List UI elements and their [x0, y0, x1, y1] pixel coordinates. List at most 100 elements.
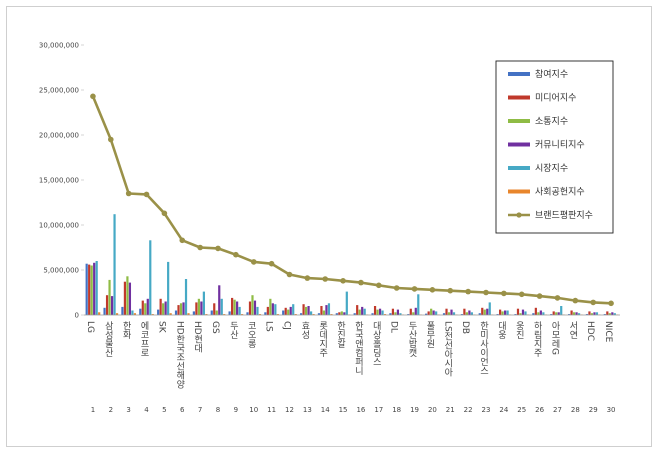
legend-label-4: 커뮤니티지수 — [535, 140, 585, 151]
rank-label: 11 — [267, 406, 276, 414]
bar-5-1 — [95, 261, 98, 315]
brand-index-point-30 — [608, 300, 614, 307]
bar-2-1 — [88, 264, 91, 315]
bar-3-13 — [304, 306, 308, 315]
bar-5-18 — [399, 313, 402, 315]
bar-1-28 — [567, 314, 571, 315]
bar-4-2 — [110, 296, 114, 315]
category-label: 하림지주 — [532, 321, 542, 358]
rank-label: 9 — [234, 406, 238, 414]
bar-1-5 — [157, 309, 160, 315]
bar-4-22 — [468, 310, 471, 315]
category-label: 대웅 — [496, 321, 506, 339]
bar-6-1 — [98, 312, 101, 315]
bar-1-1 — [85, 263, 88, 315]
bar-1-12 — [282, 310, 285, 315]
bar-1-11 — [264, 312, 267, 315]
legend-swatch-5 — [508, 166, 530, 170]
category-label: 롯데지주 — [317, 321, 327, 358]
bar-5-4 — [149, 240, 152, 315]
brand-index-line-group — [90, 93, 614, 307]
bar-3-16 — [358, 309, 361, 315]
brand-index-point-28 — [572, 297, 579, 304]
bar-1-6 — [174, 310, 178, 315]
rank-label: 3 — [126, 406, 130, 414]
bar-2-4 — [141, 300, 144, 315]
bar-4-13 — [307, 306, 310, 315]
x-axis: LG 1 삼성물산 2 한화 3 에코프로 4 SK 5 HD한국조선해양 6 HD현대 7 GS 8 두산 9 코… — [84, 314, 620, 414]
bar-2-5 — [159, 298, 162, 315]
bar-1-23 — [478, 313, 481, 315]
bar-2-15 — [338, 312, 341, 315]
bar-2-9 — [231, 297, 234, 315]
bar-6-8 — [223, 314, 226, 315]
bar-3-7 — [197, 298, 200, 315]
rank-label: 7 — [198, 406, 202, 414]
legend-label-6: 사회공헌지수 — [535, 187, 585, 198]
bar-4-6 — [182, 302, 185, 315]
bar-2-17 — [373, 306, 377, 315]
bar-5-30 — [613, 313, 616, 315]
brand-index-point-7 — [197, 244, 203, 251]
bar-4-30 — [611, 312, 614, 315]
bar-1-19 — [407, 314, 410, 315]
brand-index-point-23 — [483, 289, 489, 296]
rank-label: 25 — [517, 406, 526, 414]
rank-label: 30 — [607, 406, 616, 414]
y-tick-label: 20,000,000 — [39, 132, 79, 140]
y-tick-label: 10,000,000 — [39, 222, 79, 230]
bar-3-22 — [465, 312, 468, 315]
brand-index-point-18 — [393, 285, 400, 291]
bar-3-25 — [519, 313, 522, 315]
rank-label: 26 — [535, 406, 544, 414]
bar-4-20 — [432, 310, 435, 315]
bar-3-17 — [376, 309, 379, 315]
bar-5-9 — [238, 306, 241, 315]
brand-index-point-25 — [518, 291, 525, 298]
rank-label: 29 — [589, 406, 598, 414]
bar-4-11 — [271, 303, 274, 315]
category-label: 웅진 — [514, 321, 524, 339]
legend-swatch-4 — [508, 142, 530, 147]
bar-2-23 — [481, 307, 484, 315]
legend-label-3: 소통지수 — [535, 116, 568, 127]
y-tick-label: 15,000,000 — [39, 177, 79, 185]
bar-4-8 — [218, 285, 221, 315]
bar-6-14 — [330, 314, 333, 315]
bar-5-23 — [488, 302, 491, 315]
bar-6-7 — [205, 314, 208, 315]
bar-5-27 — [560, 306, 563, 315]
bar-1-9 — [228, 311, 231, 315]
bar-4-10 — [253, 300, 257, 315]
legend-swatch-point — [516, 212, 522, 218]
bar-3-5 — [162, 303, 165, 315]
rank-label: 17 — [374, 406, 383, 414]
rank-label: 22 — [464, 406, 473, 414]
bar-3-27 — [555, 312, 558, 315]
brand-index-point-6 — [179, 237, 186, 244]
bar-2-3 — [123, 281, 127, 315]
bar-2-8 — [213, 303, 216, 315]
brand-index-point-9 — [233, 251, 239, 258]
bar-5-25 — [524, 311, 527, 315]
bar-2-11 — [266, 306, 269, 315]
brand-index-point-1 — [90, 93, 96, 100]
category-label: LS전선아시아 — [442, 321, 452, 378]
bar-1-4 — [139, 308, 142, 315]
bar-2-7 — [195, 302, 198, 315]
bar-4-14 — [325, 305, 328, 315]
legend-box — [495, 60, 614, 234]
bar-4-26 — [539, 310, 542, 315]
bar-3-8 — [215, 310, 218, 315]
rank-label: 21 — [446, 406, 455, 414]
bar-1-14 — [317, 313, 321, 315]
brand-index-point-22 — [465, 288, 471, 295]
bar-2-30 — [606, 311, 609, 315]
bar-3-19 — [412, 312, 415, 315]
rank-label: 28 — [571, 406, 580, 414]
bar-2-29 — [588, 311, 591, 315]
category-label: HDC — [585, 321, 595, 341]
category-label: NICE — [603, 321, 613, 343]
bar-2-21 — [445, 308, 448, 315]
